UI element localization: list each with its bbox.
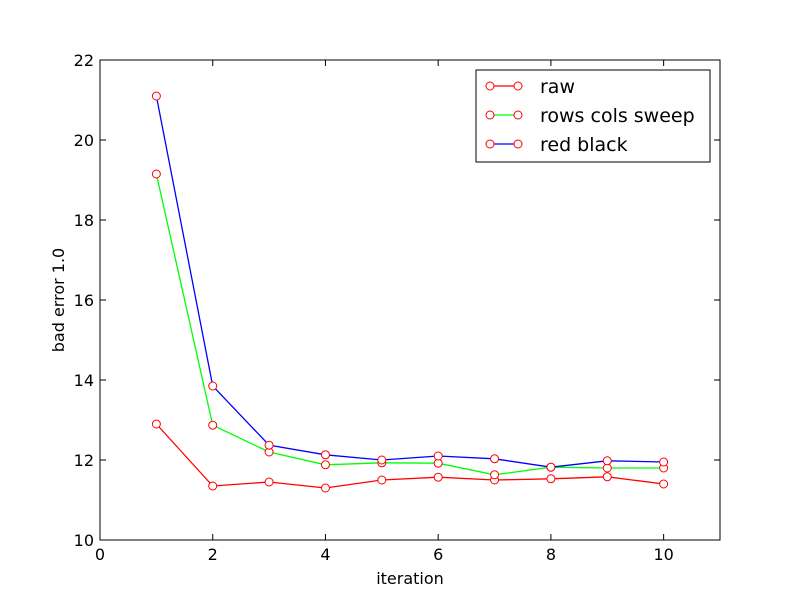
legend-marker [485, 81, 495, 91]
series-line-red-black [155, 95, 664, 468]
data-point-red-black [659, 457, 669, 467]
data-point-raw [264, 477, 274, 487]
legend-marker [485, 110, 495, 120]
legend-marker [513, 110, 523, 120]
x-tick-label: 0 [95, 545, 105, 564]
data-point-raw [433, 472, 443, 482]
data-point-raw [208, 481, 218, 491]
series-red-black [151, 91, 669, 472]
data-point-red-black [377, 455, 387, 465]
x-tick-label: 10 [653, 545, 673, 564]
data-point-red-black [546, 462, 556, 472]
data-point-rows-cols-sweep [208, 420, 218, 430]
data-point-raw [320, 483, 330, 493]
y-axis-title: bad error 1.0 [49, 248, 68, 352]
y-tick-label: 20 [74, 131, 94, 150]
x-axis-title: iteration [376, 569, 444, 588]
legend-label: raw [540, 76, 575, 98]
series-layer [151, 91, 669, 493]
legend-marker [513, 139, 523, 149]
data-point-raw [659, 479, 669, 489]
series-raw [151, 419, 669, 493]
y-tick-label: 18 [74, 211, 94, 230]
ticks-layer: 0 2 4 6 8 10 10 12 14 16 18 20 22 [74, 51, 720, 564]
data-point-red-black [320, 450, 330, 460]
series-line-raw [155, 423, 664, 489]
legend-entry-red-black: red black [485, 134, 628, 156]
data-point-raw [602, 472, 612, 482]
legend-label: red black [540, 134, 628, 156]
y-tick-label: 10 [74, 531, 94, 550]
legend-entry-rows-cols-sweep: rows cols sweep [485, 105, 695, 127]
data-point-rows-cols-sweep [490, 470, 500, 480]
y-tick-label: 22 [74, 51, 94, 70]
y-tick-label: 14 [74, 371, 94, 390]
data-point-raw [546, 474, 556, 484]
data-point-red-black [602, 456, 612, 466]
legend-marker [513, 81, 523, 91]
data-point-raw [151, 419, 161, 429]
x-tick-label: 4 [320, 545, 330, 564]
legend-label: rows cols sweep [540, 105, 695, 127]
legend-entry-raw: raw [485, 76, 575, 98]
data-point-rows-cols-sweep [151, 169, 161, 179]
x-tick-label: 6 [433, 545, 443, 564]
data-point-red-black [208, 381, 218, 391]
data-point-red-black [151, 91, 161, 101]
x-tick-label: 2 [208, 545, 218, 564]
data-point-raw [377, 475, 387, 485]
data-point-red-black [433, 451, 443, 461]
x-tick-label: 8 [546, 545, 556, 564]
plot-frame [99, 59, 721, 541]
data-point-red-black [264, 440, 274, 450]
data-point-rows-cols-sweep [320, 460, 330, 470]
y-tick-label: 16 [74, 291, 94, 310]
series-rows-cols-sweep [151, 169, 669, 480]
legend-marker [485, 139, 495, 149]
data-point-red-black [490, 454, 500, 464]
y-tick-label: 12 [74, 451, 94, 470]
legend: raw rows cols sweep red black [475, 69, 711, 163]
series-line-rows-cols-sweep [155, 173, 664, 476]
